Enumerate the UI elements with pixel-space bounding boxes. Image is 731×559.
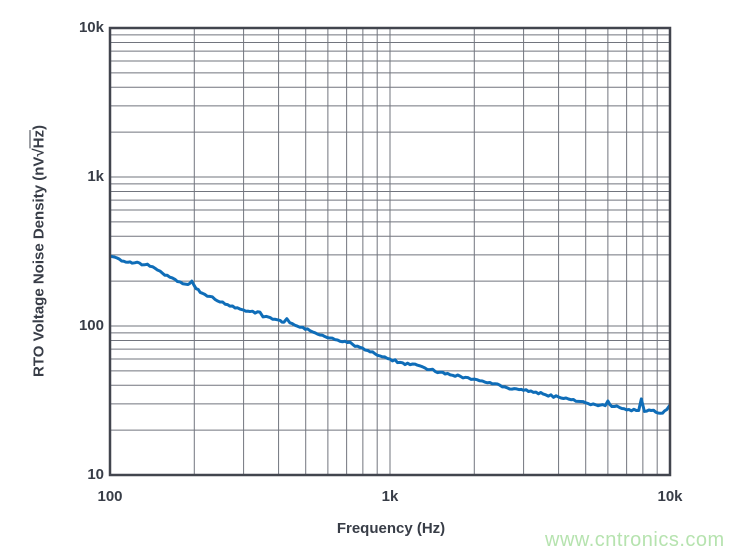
plot-frame [108,26,672,477]
noise-density-curve [110,254,670,415]
sqrt-symbol: √ [30,148,48,157]
x-tick-10k: 10k [657,488,683,505]
grid-lines [110,28,670,475]
y-tick-10: 10 [87,466,104,484]
x-tick-100: 100 [97,488,123,505]
watermark: www.cntronics.com [545,529,725,551]
sqrt-radicand: Hz [30,130,48,149]
y-tick-10k: 10k [78,19,104,37]
x-axis-label: Frequency (Hz) [336,520,446,537]
y-axis-label-suffix: ) [30,125,48,131]
y-tick-1k: 1k [87,168,104,186]
x-tick-1k: 1k [381,488,399,505]
y-axis-label: RTO Voltage Noise Density (nV√Hz) [31,125,48,377]
y-axis-label-prefix: RTO Voltage Noise Density (nV [30,156,48,377]
y-tick-100: 100 [78,317,104,335]
